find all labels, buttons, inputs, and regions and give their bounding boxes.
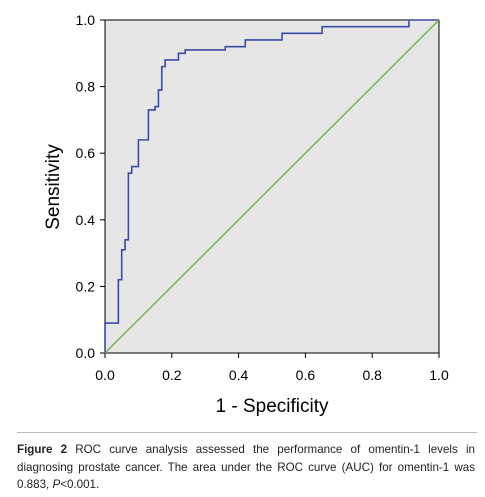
x-tick-label: 0.6 [296, 367, 316, 383]
x-tick-label: 0.2 [162, 367, 182, 383]
y-tick-label: 0.4 [76, 212, 96, 228]
p-value-text: <0.001. [60, 478, 100, 491]
y-tick-label: 1.0 [76, 12, 96, 28]
y-axis-ticks: 0.0 0.2 0.4 0.6 0.8 1.0 [76, 12, 105, 361]
p-value-symbol: P [52, 478, 61, 491]
reference-diagonal-line [104, 19, 440, 354]
roc-curve-line [104, 19, 439, 353]
x-tick-label: 0.8 [362, 367, 382, 383]
figure-caption: Figure 2 ROC curve analysis assessed the… [17, 441, 475, 494]
x-axis-ticks: 0.0 0.2 0.4 0.6 0.8 1.0 [95, 353, 449, 383]
y-tick-label: 0.8 [76, 79, 96, 95]
caption-divider [17, 432, 477, 433]
x-tick-label: 0.4 [229, 367, 249, 383]
x-axis-title: 1 - Specificity [216, 396, 329, 417]
x-tick-label: 1.0 [429, 367, 449, 383]
x-tick-label: 0.0 [95, 367, 115, 383]
y-axis-title: Sensitivity [43, 144, 64, 230]
y-tick-label: 0.0 [76, 345, 96, 361]
y-tick-label: 0.2 [76, 278, 96, 294]
y-tick-label: 0.6 [76, 145, 96, 161]
series-layer [104, 19, 440, 354]
roc-chart: 0.0 0.2 0.4 0.6 0.8 1.0 0.0 0.2 0.4 0.6 0.8 1.0 1 … [43, 12, 449, 417]
caption-text: ROC curve analysis assessed the performa… [17, 443, 475, 491]
figure-label: Figure 2 [17, 443, 68, 456]
